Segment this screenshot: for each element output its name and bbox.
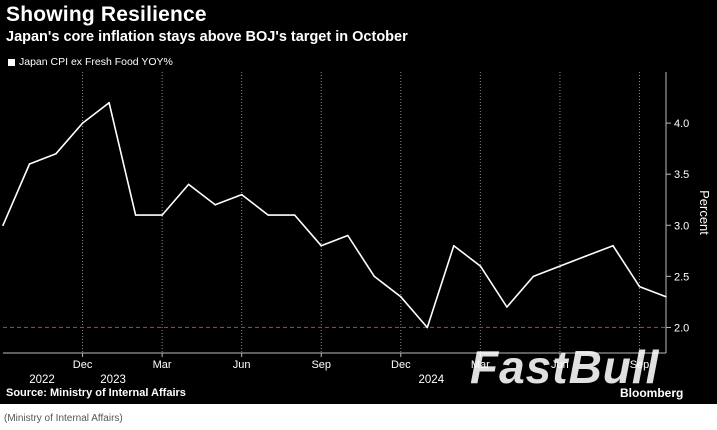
x-tick-label: Dec bbox=[391, 359, 411, 371]
chart-title: Showing Resilience bbox=[6, 3, 207, 26]
legend: Japan CPI ex Fresh Food YOY% bbox=[8, 56, 173, 68]
data-point bbox=[532, 275, 535, 278]
data-point bbox=[585, 255, 588, 257]
line-chart: 2.0 2.5 3.0 3.5 4.0 Percent Dec Mar Jun Sep Dec Mar… bbox=[2, 72, 712, 386]
chart-subtitle: Japan's core inflation stays above BOJ's… bbox=[6, 29, 408, 45]
data-point bbox=[134, 214, 137, 216]
data-point bbox=[214, 204, 216, 206]
x-tick-label: Sep bbox=[311, 359, 331, 371]
data-point bbox=[453, 244, 455, 247]
data-point bbox=[55, 152, 57, 155]
data-point bbox=[479, 265, 482, 267]
chart-frame bbox=[0, 0, 717, 404]
y-axis-title: Percent bbox=[697, 190, 712, 235]
data-point bbox=[506, 306, 508, 308]
data-point bbox=[267, 214, 270, 216]
data-point bbox=[665, 296, 667, 298]
data-point bbox=[612, 244, 614, 247]
legend-swatch bbox=[8, 58, 15, 66]
data-point bbox=[346, 234, 349, 237]
data-point bbox=[108, 101, 110, 104]
x-tick-label: Mar bbox=[153, 359, 172, 371]
data-point bbox=[320, 244, 323, 247]
data-point bbox=[28, 163, 31, 165]
legend-label: Japan CPI ex Fresh Food YOY% bbox=[19, 56, 173, 68]
watermark: FastBull bbox=[470, 341, 660, 393]
brand-logo: Bloomberg bbox=[620, 386, 684, 400]
y-tick-label: 4.0 bbox=[674, 118, 689, 130]
data-point bbox=[426, 326, 429, 329]
y-tick-label: 3.0 bbox=[674, 220, 689, 232]
data-point bbox=[240, 193, 243, 196]
x-tick-label: Mar bbox=[471, 359, 490, 371]
data-point bbox=[293, 214, 296, 216]
data-point bbox=[373, 275, 376, 278]
x-tick-label: Dec bbox=[73, 359, 93, 371]
y-tick-label: 3.5 bbox=[674, 169, 689, 181]
data-point bbox=[81, 122, 84, 124]
source-note: Source: Ministry of Internal Affairs bbox=[6, 387, 186, 399]
x-year-label: 2024 bbox=[419, 374, 445, 386]
x-year-label: 2023 bbox=[100, 374, 126, 386]
x-tick-label: Sep bbox=[630, 359, 650, 371]
data-point bbox=[2, 224, 4, 227]
x-year-label: 2022 bbox=[29, 374, 55, 386]
data-point bbox=[559, 265, 561, 267]
x-tick-label: Jun bbox=[551, 359, 569, 371]
footnote: (Ministry of Internal Affairs) bbox=[4, 413, 123, 424]
data-point bbox=[187, 183, 190, 186]
x-tick-label: Jun bbox=[233, 359, 251, 371]
data-point bbox=[161, 214, 163, 216]
data-point bbox=[400, 296, 402, 298]
y-tick-label: 2.0 bbox=[674, 322, 689, 334]
series-line bbox=[2, 101, 667, 329]
data-point bbox=[638, 285, 641, 288]
y-tick-label: 2.5 bbox=[674, 271, 689, 283]
